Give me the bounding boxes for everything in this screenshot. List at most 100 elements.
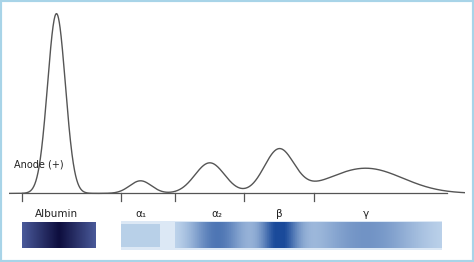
Bar	[339, 222, 340, 248]
Bar	[323, 222, 324, 248]
Bar	[280, 222, 281, 248]
Bar	[382, 222, 383, 248]
Bar	[418, 222, 419, 248]
Bar	[139, 224, 140, 247]
Bar	[205, 222, 206, 248]
Bar	[281, 222, 282, 248]
Bar	[132, 224, 133, 247]
Bar	[240, 222, 241, 248]
Bar	[286, 222, 287, 248]
Bar	[376, 222, 377, 248]
Bar	[213, 222, 214, 248]
Bar	[349, 222, 350, 248]
Bar	[217, 222, 218, 248]
Bar	[347, 222, 348, 248]
Bar	[427, 222, 428, 248]
Bar	[138, 224, 139, 247]
Bar	[130, 224, 131, 247]
Bar	[137, 224, 138, 247]
Bar	[157, 224, 158, 247]
Bar	[229, 222, 230, 248]
Bar	[258, 222, 259, 248]
Bar	[178, 222, 179, 248]
Bar	[192, 222, 193, 248]
Bar	[238, 222, 239, 248]
Bar	[228, 222, 229, 248]
Bar	[322, 222, 323, 248]
Bar	[297, 222, 298, 248]
Bar	[355, 222, 356, 248]
Bar	[406, 222, 407, 248]
Bar	[209, 222, 210, 248]
Bar	[321, 222, 322, 248]
Bar	[359, 222, 360, 248]
Bar	[265, 222, 266, 248]
Bar	[233, 222, 234, 248]
Bar	[369, 222, 370, 248]
Bar	[305, 222, 306, 248]
Bar	[134, 224, 135, 247]
Bar	[394, 222, 395, 248]
Bar	[342, 222, 343, 248]
Bar	[284, 222, 285, 248]
Bar	[391, 222, 392, 248]
Bar	[241, 222, 242, 248]
Bar	[386, 222, 387, 248]
Bar	[410, 222, 411, 248]
Bar	[430, 222, 431, 248]
Bar	[366, 222, 367, 248]
Bar	[384, 222, 385, 248]
Bar	[332, 222, 333, 248]
Bar	[395, 222, 396, 248]
Text: Albumin: Albumin	[35, 209, 78, 219]
Bar	[404, 222, 405, 248]
Bar	[257, 222, 258, 248]
Bar	[399, 222, 400, 248]
Bar	[365, 222, 366, 248]
Bar	[200, 222, 201, 248]
Bar	[193, 222, 194, 248]
Bar	[290, 222, 291, 248]
Bar	[440, 222, 441, 248]
Bar	[128, 224, 129, 247]
Bar	[312, 222, 313, 248]
Bar	[429, 222, 430, 248]
Bar	[250, 222, 251, 248]
Bar	[294, 222, 295, 248]
Bar	[411, 222, 412, 248]
Bar	[195, 222, 196, 248]
Bar	[388, 222, 389, 248]
Bar	[377, 222, 378, 248]
Bar	[318, 222, 319, 248]
Bar	[268, 222, 269, 248]
Bar	[223, 222, 224, 248]
Bar	[413, 222, 414, 248]
Bar	[208, 222, 209, 248]
Bar	[398, 222, 399, 248]
Bar	[206, 222, 207, 248]
Bar	[129, 224, 130, 247]
Bar	[247, 222, 248, 248]
Bar	[329, 222, 330, 248]
Bar	[122, 224, 123, 247]
Bar	[159, 224, 160, 247]
Bar	[331, 222, 332, 248]
Bar	[314, 222, 315, 248]
Bar	[374, 222, 375, 248]
Bar	[338, 222, 339, 248]
Bar	[277, 222, 278, 248]
Bar	[351, 222, 352, 248]
Bar	[226, 222, 227, 248]
Bar	[242, 222, 243, 248]
Bar	[300, 222, 301, 248]
Bar	[230, 222, 231, 248]
Bar	[434, 222, 435, 248]
Bar	[344, 222, 345, 248]
Bar	[287, 222, 288, 248]
Bar	[246, 222, 247, 248]
Bar	[334, 222, 335, 248]
Bar	[189, 222, 190, 248]
Bar	[210, 222, 211, 248]
Bar	[187, 222, 188, 248]
Bar	[333, 222, 334, 248]
